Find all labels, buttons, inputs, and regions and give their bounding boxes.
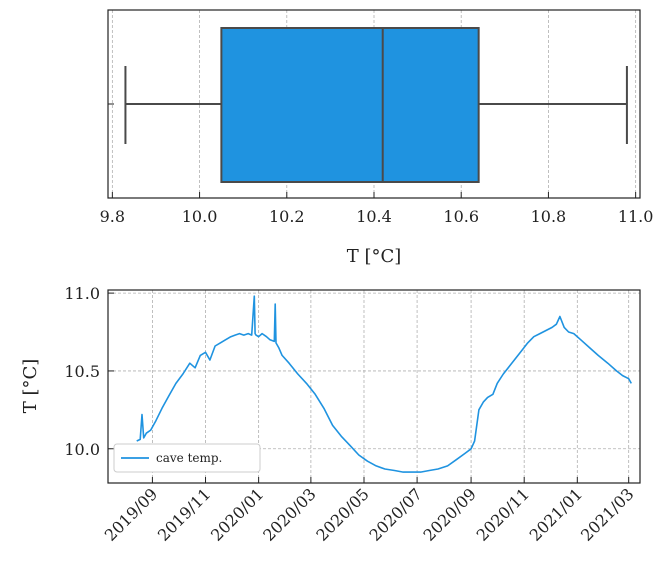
line-plot-panel: 10.010.511.0 2019/092019/112020/012020/0…: [20, 284, 641, 545]
legend-box: [113, 443, 261, 473]
box-plot-x-tick-label: 9.8: [100, 207, 125, 226]
line-plot-x-tick-label: 2020/05: [312, 484, 372, 544]
line-plot-x-tick-label: 2020/03: [259, 484, 319, 544]
line-plot-x-tick-label: 2021/01: [526, 484, 586, 544]
box-plot-panel: 9.8 10.0 10.2 10.4 10.6 10.8 11.0 T [°C]: [100, 9, 654, 267]
line-plot-y-tick-label: 10.5: [64, 362, 100, 381]
line-plot-y-tick-label: 10.0: [64, 440, 100, 459]
line-plot-x-tick-label: 2019/09: [101, 484, 161, 544]
line-plot-x-tick-label: 2020/09: [419, 484, 479, 544]
line-plot-frame: [107, 289, 641, 484]
box-plot-x-axis-label: T [°C]: [347, 246, 402, 267]
legend: cave temp.: [113, 443, 261, 473]
line-plot-x-tick-label: 2021/03: [577, 484, 637, 544]
line-plot-x-tick-label: 2020/07: [365, 484, 425, 544]
box-plot-x-tick-label: 10.2: [269, 207, 305, 226]
line-plot-y-axis-label: T [°C]: [20, 359, 41, 414]
box-plot-box: [220, 27, 480, 183]
box-plot-x-tick-label: 10.4: [356, 207, 392, 226]
line-plot-x-tick-label: 2020/11: [473, 484, 533, 544]
legend-label-cave-temp: cave temp.: [156, 451, 222, 465]
box-plot-x-tick-label: 10.0: [182, 207, 218, 226]
box-plot-x-tick-label: 10.8: [531, 207, 567, 226]
box-plot-x-tick-label: 10.6: [443, 207, 479, 226]
line-plot-y-tick-label: 11.0: [64, 284, 100, 303]
line-plot-x-tick-label: 2020/01: [207, 484, 267, 544]
box-plot-x-tick-label: 11.0: [618, 207, 654, 226]
line-plot-x-tick-label: 2019/11: [154, 484, 214, 544]
series-line-cave-temp: [136, 295, 633, 473]
